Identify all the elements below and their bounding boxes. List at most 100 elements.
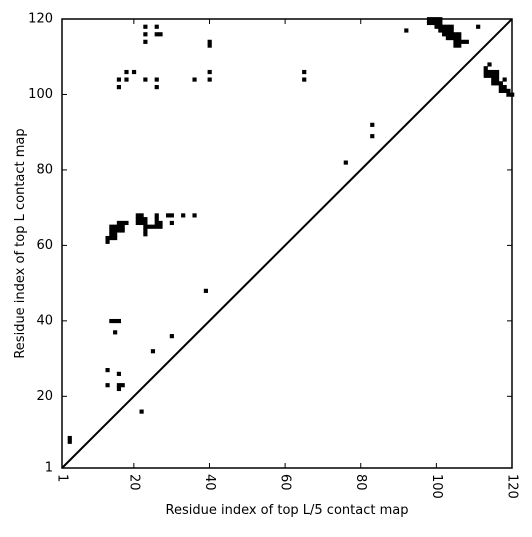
contact-point xyxy=(109,235,114,241)
diagonal-line xyxy=(61,18,513,469)
y-tick-label: 40 xyxy=(36,313,53,328)
contact-point xyxy=(445,32,450,37)
contact-point xyxy=(143,228,148,233)
contact-point xyxy=(139,220,144,226)
contact-point xyxy=(494,73,500,78)
contact-point xyxy=(442,32,447,37)
contact-point xyxy=(464,39,469,44)
contact-point xyxy=(147,224,152,229)
contact-point xyxy=(502,88,507,93)
contact-point xyxy=(116,383,122,388)
contact-point xyxy=(109,318,114,324)
contact-point xyxy=(502,85,507,90)
x-tick-label: 40 xyxy=(202,474,217,491)
contact-point xyxy=(131,69,137,75)
x-tick-labels: 1 20 40 60 80 100 120 xyxy=(55,474,520,499)
contact-point xyxy=(181,213,186,218)
contact-point xyxy=(445,24,450,29)
contact-point xyxy=(434,24,439,29)
x-axis-label: Residue index of top L/5 contact map xyxy=(166,503,409,518)
contact-point xyxy=(116,386,122,392)
contact-point xyxy=(498,85,503,90)
contact-point xyxy=(67,439,72,444)
x-tick-label: 100 xyxy=(429,474,444,499)
contact-point xyxy=(207,77,212,82)
contact-point xyxy=(135,213,140,218)
contact-point xyxy=(116,371,122,376)
contact-point xyxy=(438,24,443,29)
contact-point xyxy=(113,235,118,241)
contact-point xyxy=(483,66,488,71)
contact-point xyxy=(302,77,307,82)
contact-point xyxy=(150,349,156,354)
y-tick-label: 80 xyxy=(36,162,53,177)
contact-point xyxy=(207,39,212,44)
contact-point xyxy=(457,32,462,37)
contact-point xyxy=(438,20,443,26)
x-tick-label: 80 xyxy=(353,474,368,491)
contact-point xyxy=(150,224,156,229)
contact-point xyxy=(124,77,129,82)
axis-ticks xyxy=(61,18,513,469)
contact-point xyxy=(453,43,458,48)
contact-point xyxy=(445,28,450,33)
contact-point xyxy=(453,32,458,37)
contact-point xyxy=(442,28,447,33)
contact-point xyxy=(158,32,163,37)
x-tick-label: 60 xyxy=(278,474,293,491)
contact-point xyxy=(192,213,197,218)
contact-point xyxy=(494,77,500,82)
contact-point xyxy=(154,85,159,90)
x-tick-label: 120 xyxy=(505,474,520,499)
contact-point xyxy=(426,20,432,26)
contact-point xyxy=(449,24,454,29)
contact-point xyxy=(105,383,110,388)
contact-point xyxy=(143,32,148,37)
contact-point xyxy=(116,318,122,324)
contact-point xyxy=(116,85,122,90)
contact-point xyxy=(143,77,148,82)
contact-point xyxy=(506,88,511,93)
contact-point xyxy=(120,224,125,229)
contact-point xyxy=(120,228,125,233)
contact-point xyxy=(109,228,114,233)
contact-point xyxy=(457,35,462,41)
contact-point xyxy=(494,69,500,75)
contact-points xyxy=(67,17,515,444)
contact-point xyxy=(491,81,496,86)
contact-point xyxy=(154,77,159,82)
contact-point xyxy=(158,224,163,229)
contact-point xyxy=(430,20,435,26)
contact-point xyxy=(207,69,212,75)
contact-point xyxy=(498,88,503,93)
contact-point xyxy=(120,220,125,226)
contact-point xyxy=(449,28,454,33)
x-tick-label: 20 xyxy=(126,474,141,491)
contact-point xyxy=(343,160,348,165)
contact-point xyxy=(154,224,159,229)
contact-point xyxy=(143,39,148,44)
contact-point xyxy=(116,228,122,233)
contact-point xyxy=(116,224,122,229)
contact-point xyxy=(113,318,118,324)
contact-point xyxy=(491,73,496,78)
contact-point xyxy=(165,213,171,218)
contact-point xyxy=(113,330,118,335)
contact-point xyxy=(449,35,454,41)
contact-point xyxy=(404,28,409,33)
contact-point xyxy=(370,134,375,139)
y-tick-label: 60 xyxy=(36,238,53,253)
contact-point xyxy=(445,35,450,41)
contact-point xyxy=(154,220,159,226)
contact-point xyxy=(113,224,118,229)
y-tick-label: 20 xyxy=(36,389,53,404)
contact-point xyxy=(143,24,148,29)
contact-point xyxy=(498,81,503,86)
contact-point xyxy=(169,220,174,226)
contact-point xyxy=(449,32,454,37)
contact-point xyxy=(494,81,500,86)
contact-point xyxy=(105,368,110,373)
contact-point xyxy=(154,32,159,37)
contact-point xyxy=(438,28,443,33)
